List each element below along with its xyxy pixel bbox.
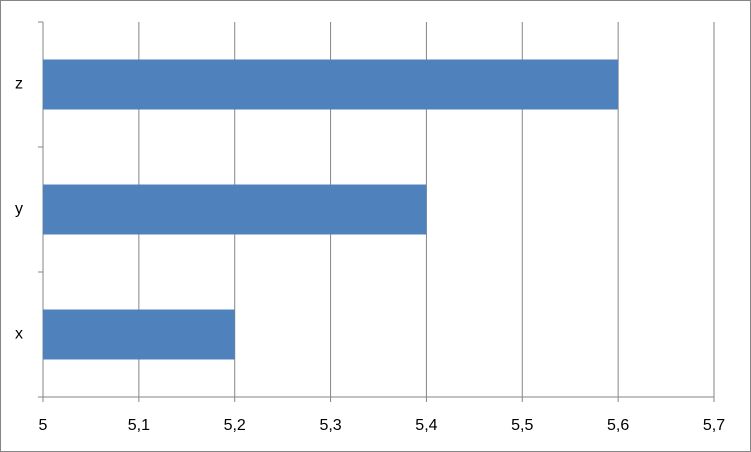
x-tick-label: 5,5 — [511, 417, 533, 434]
x-tick-label: 5,2 — [224, 417, 246, 434]
x-tick-label: 5,1 — [128, 417, 150, 434]
bar — [43, 59, 619, 110]
x-tick-label: 5 — [39, 417, 48, 434]
x-tick-label: 5,3 — [319, 417, 341, 434]
y-tick-label: y — [15, 201, 23, 218]
x-tick-label: 5,7 — [703, 417, 725, 434]
y-tick-label: z — [15, 76, 23, 93]
bar — [43, 309, 235, 360]
y-tick-label: x — [15, 326, 23, 343]
x-tick-label: 5,4 — [415, 417, 437, 434]
x-tick-label: 5,6 — [607, 417, 629, 434]
bar — [43, 184, 427, 235]
